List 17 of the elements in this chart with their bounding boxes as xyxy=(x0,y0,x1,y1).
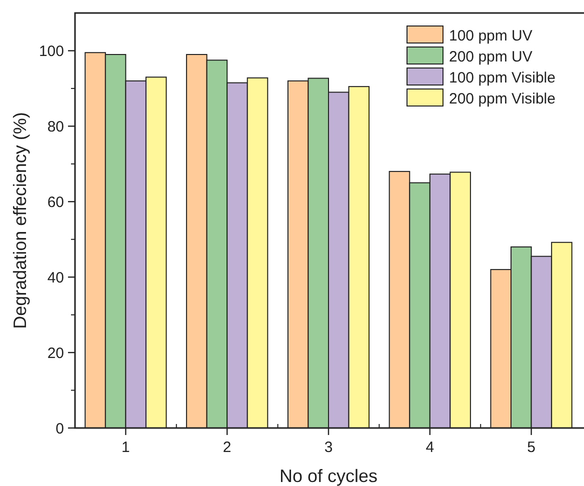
y-tick-label: 100 xyxy=(38,42,64,60)
x-axis-title: No of cycles xyxy=(279,466,378,486)
y-tick-label: 20 xyxy=(47,344,64,362)
y-tick-label: 60 xyxy=(47,194,64,211)
x-tick-label: 4 xyxy=(426,439,434,456)
legend-label: 200 ppm UV xyxy=(449,48,532,66)
x-tick-label: 2 xyxy=(222,439,232,456)
legend-label: 100 ppm UV xyxy=(449,27,532,44)
x-tick-label: 3 xyxy=(324,439,333,456)
legend-label: 200 ppm Visible xyxy=(449,90,556,108)
y-tick-label: 0 xyxy=(56,420,64,438)
y-axis-title: Degradation effeciency (%) xyxy=(10,112,30,329)
x-tick-label: 1 xyxy=(122,439,130,456)
y-tick-label: 40 xyxy=(47,269,64,286)
y-tick-label: 80 xyxy=(47,118,64,136)
legend-label: 100 ppm Visible xyxy=(449,69,556,86)
x-tick-label: 5 xyxy=(527,439,536,456)
